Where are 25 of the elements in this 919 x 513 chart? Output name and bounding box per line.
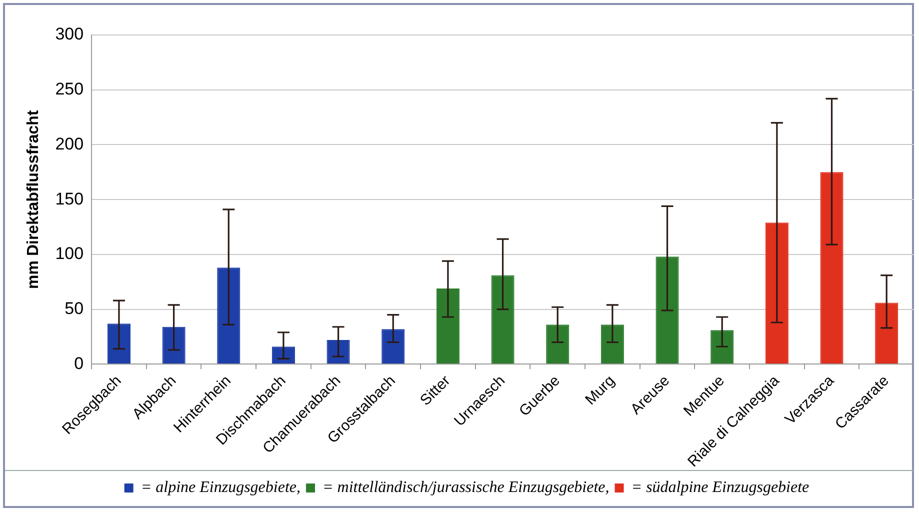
y-axis-title: mm Direktabflussfracht [25,110,42,289]
y-tick-label: 200 [55,134,84,154]
bar [875,302,898,364]
bar [162,326,186,364]
legend-label: = mittelländisch/jurassische Einzugsgebiete, [322,479,610,496]
bar [600,324,624,364]
y-tick-label: 250 [55,80,84,99]
bar [491,275,514,364]
y-tick-label: 50 [64,299,84,318]
bar [710,330,734,364]
bar [765,222,788,364]
bar [326,340,350,364]
y-tick-label: 150 [55,189,84,208]
y-tick-label: 300 [55,24,84,44]
y-tick-label: 100 [55,244,84,264]
legend-label: = alpine Einzugsgebiete, [140,479,301,496]
bar [107,324,130,364]
bar [436,288,460,364]
bar [217,268,240,364]
bar [656,256,679,364]
bar [546,324,570,364]
y-tick-label: 0 [74,354,84,373]
bar [820,172,844,364]
bar [382,329,405,364]
legend-label: = südalpine Einzugsgebiete [631,479,810,496]
